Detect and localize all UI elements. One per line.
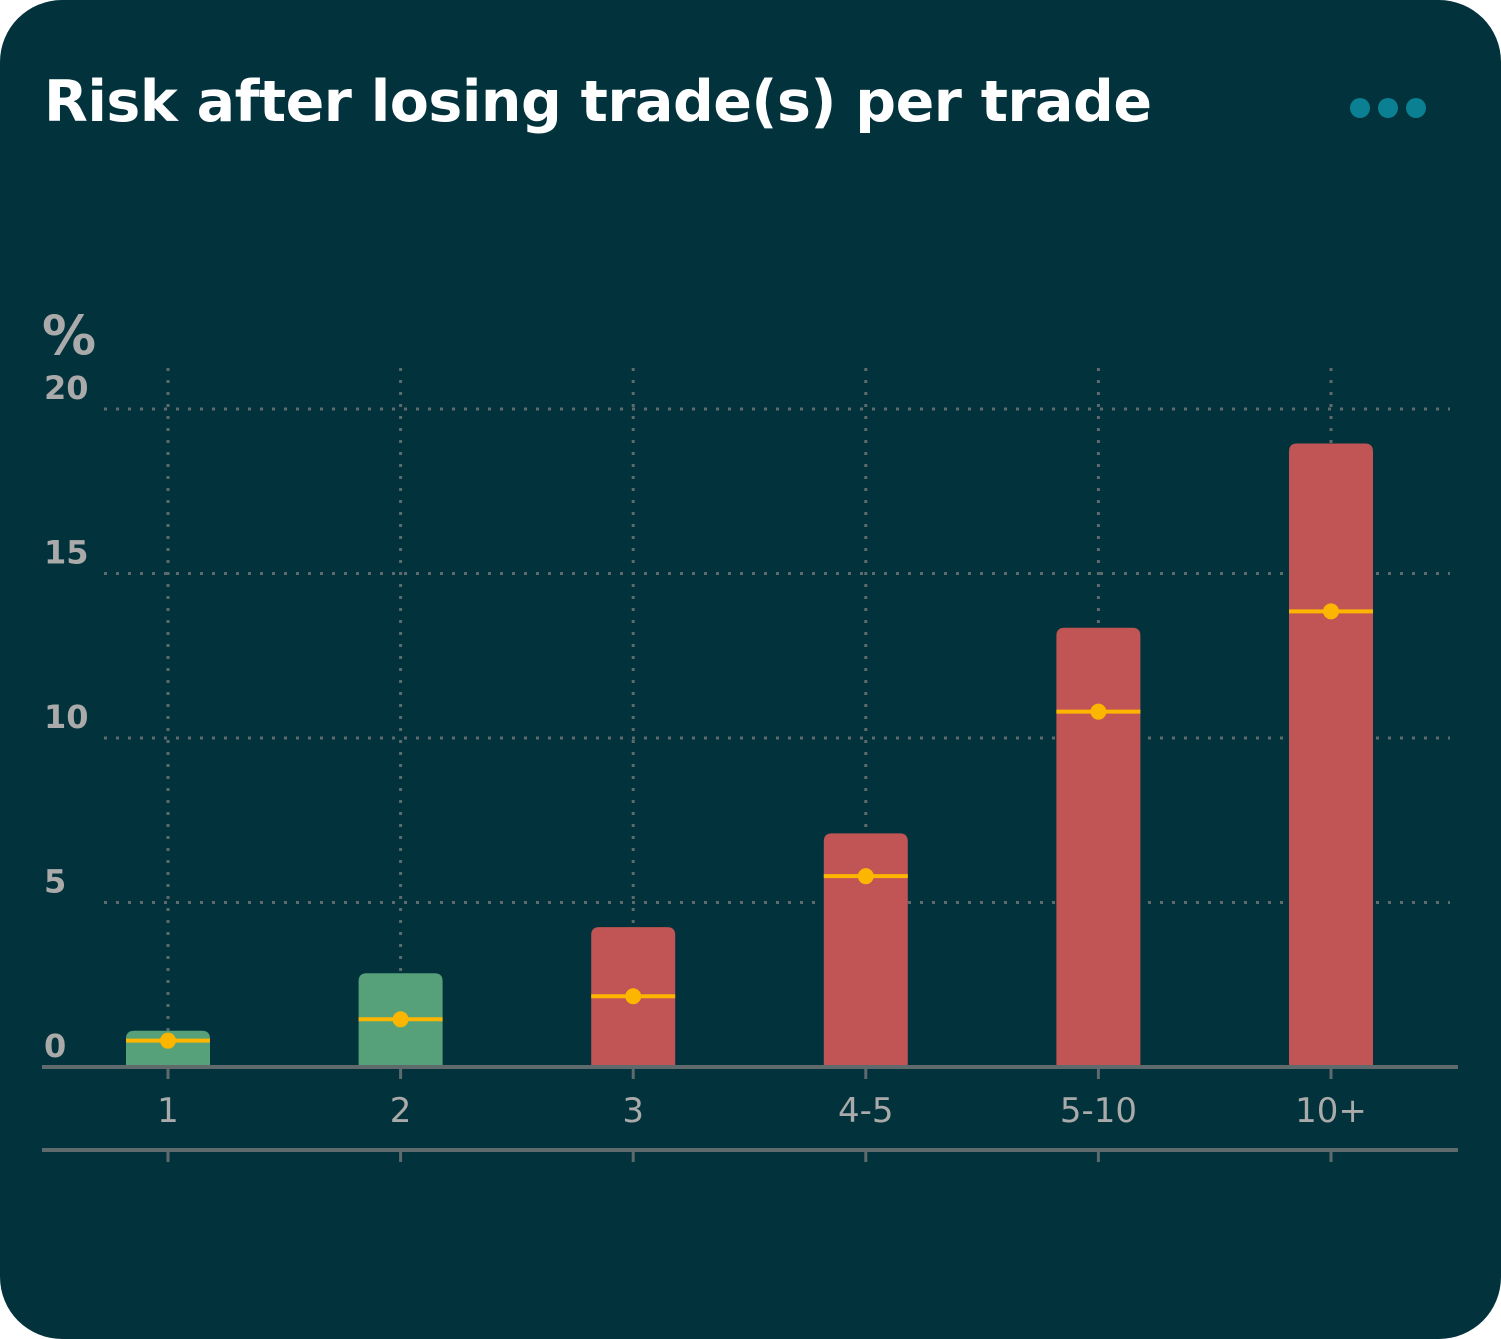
marker-dot	[857, 868, 874, 885]
y-tick-label: 5	[44, 863, 66, 901]
more-options-button[interactable]	[1342, 88, 1442, 128]
marker-dot	[160, 1032, 176, 1049]
bar	[1289, 443, 1373, 1067]
marker-dot	[625, 988, 642, 1005]
x-tick-label: 5-10	[1060, 1091, 1137, 1131]
marker-dot	[1323, 603, 1339, 620]
bar	[1056, 627, 1141, 1067]
chart-grid	[104, 368, 1450, 1067]
x-tick-label: 10+	[1295, 1091, 1367, 1131]
marker-dot	[392, 1011, 409, 1028]
bar	[823, 833, 908, 1067]
x-tick-label: 1	[157, 1091, 179, 1131]
y-tick-label: 15	[44, 534, 89, 572]
x-tick-label: 2	[390, 1091, 412, 1131]
bar-series	[126, 443, 1373, 1067]
x-tick-label: 4-5	[838, 1091, 894, 1131]
x-tick-label: 3	[622, 1091, 644, 1131]
chart-title: Risk after losing trade(s) per trade	[44, 69, 1152, 135]
y-tick-label: 0	[44, 1027, 66, 1065]
y-tick-label: 20	[44, 369, 89, 407]
marker-dot	[1090, 703, 1107, 720]
chart-axes: 0 5 10 15 20% 1 2 3 4-5 5-10 10+	[42, 304, 1458, 1162]
y-tick-label: 10	[44, 698, 89, 736]
y-axis-unit-label: %	[42, 304, 96, 367]
more-horizontal-icon	[1350, 98, 1426, 118]
